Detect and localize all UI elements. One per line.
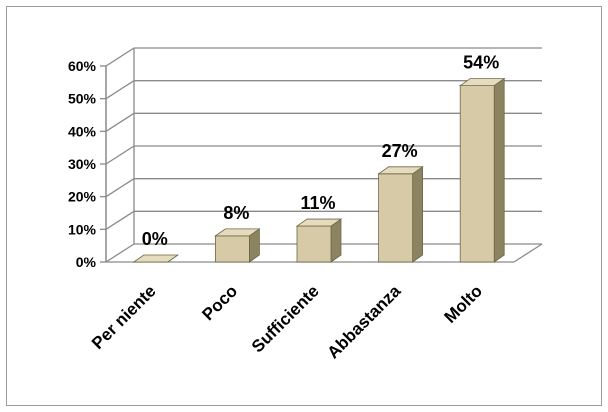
gridline-side — [105, 80, 135, 100]
bar-top — [295, 218, 343, 227]
bar — [214, 228, 261, 263]
bar-front — [296, 225, 332, 263]
y-tick-label: 10% — [68, 221, 97, 237]
bar-side — [330, 218, 342, 263]
data-label: 54% — [463, 53, 499, 73]
gridline-side — [105, 210, 135, 230]
gridline-side — [105, 47, 135, 67]
bar — [458, 77, 506, 263]
axis-layer: 0% 10% 20% 30% 40% 50% 60% — [68, 58, 107, 270]
data-label: 8% — [223, 203, 249, 223]
bar-front — [378, 173, 414, 263]
floor-right-edge — [513, 243, 543, 263]
bar-front — [459, 85, 495, 263]
bar-top — [214, 228, 261, 237]
data-label: 11% — [300, 193, 335, 213]
bars-layer — [132, 77, 506, 263]
bar — [377, 166, 424, 263]
x-tick-label: Abbastanza — [324, 281, 405, 362]
bar-front — [214, 235, 250, 263]
y-tick-label: 0% — [76, 254, 97, 270]
bar-side — [493, 77, 505, 263]
y-tick-label: 60% — [68, 58, 97, 74]
y-tick-label: 30% — [68, 156, 97, 172]
gridline-side — [105, 243, 135, 263]
gridline-side — [105, 112, 135, 132]
data-label: 0% — [142, 229, 168, 249]
data-label: 27% — [382, 141, 418, 161]
bar-top — [377, 166, 424, 175]
x-tick-label: Poco — [198, 281, 241, 324]
labels-layer: 0% Per niente 8% Poco 11% Sufficiente 27% Abbas… — [88, 53, 499, 363]
bar-top — [132, 254, 180, 263]
gridline-side — [105, 178, 135, 198]
bar-side — [412, 166, 424, 263]
bar — [295, 218, 343, 263]
bar-top — [458, 78, 506, 86]
x-tick-label: Molto — [441, 281, 486, 326]
gridline-side — [105, 145, 135, 165]
x-tick-label: Sufficiente — [248, 281, 323, 356]
y-tick-label: 40% — [68, 123, 97, 139]
y-tick-label: 50% — [68, 91, 97, 107]
bar — [132, 254, 180, 263]
y-tick-label: 20% — [68, 189, 97, 205]
x-tick-label: Per niente — [88, 281, 160, 353]
